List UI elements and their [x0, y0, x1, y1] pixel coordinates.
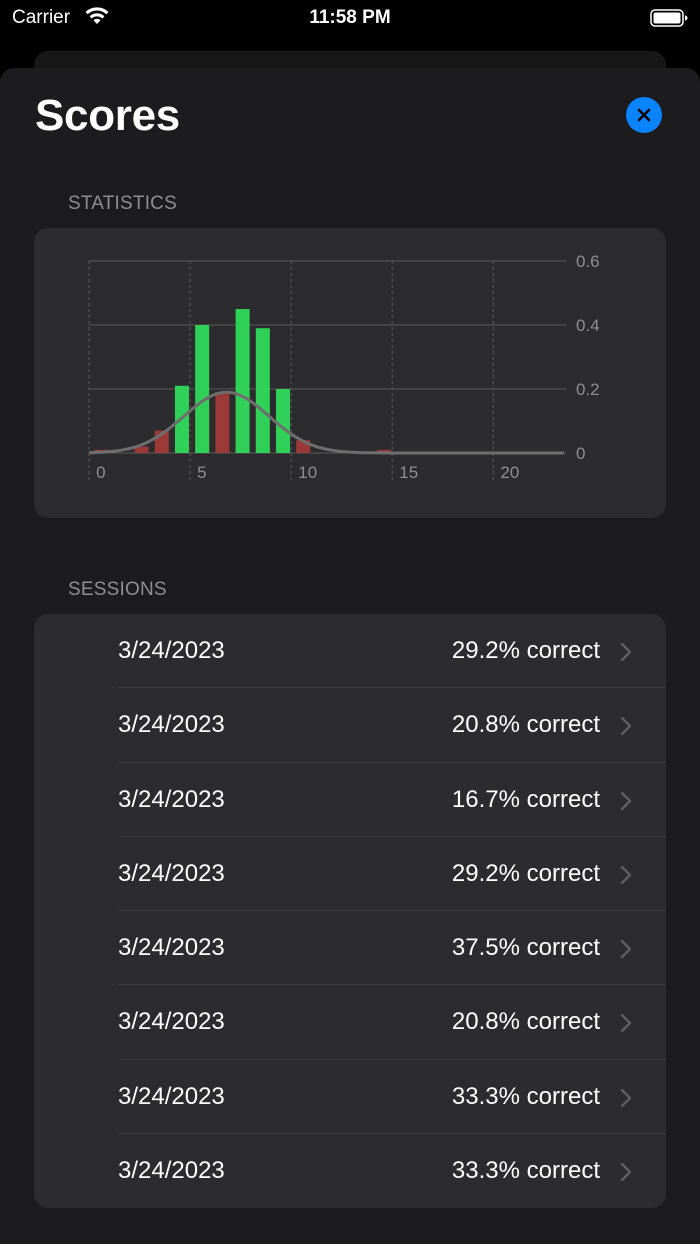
chevron-right-icon	[620, 642, 632, 662]
session-score: 20.8% correct	[451, 711, 600, 739]
statistics-card: 0 0.2 0.4 0.6 0 5 10 15 20	[34, 228, 666, 518]
row-divider	[118, 984, 666, 986]
row-divider	[118, 687, 666, 689]
session-row[interactable]: 3/24/2023 29.2% correct	[34, 837, 666, 911]
session-score: 33.3% correct	[451, 1156, 600, 1184]
session-row[interactable]: 3/24/2023 16.7% correct	[34, 763, 666, 837]
session-date: 3/24/2023	[118, 1082, 225, 1110]
sessions-list: 3/24/2023 29.2% correct 3/24/2023 20.8% cor…	[34, 614, 666, 1208]
clock: 11:58 PM	[309, 7, 391, 28]
session-score: 20.8% correct	[451, 1008, 600, 1036]
session-date: 3/24/2023	[118, 859, 225, 887]
session-date: 3/24/2023	[118, 1156, 225, 1184]
chart-bar	[235, 309, 250, 453]
session-date: 3/24/2023	[118, 637, 225, 664]
session-date: 3/24/2023	[118, 934, 225, 961]
session-row[interactable]: 3/24/2023 33.3% correct	[34, 1060, 666, 1134]
chart-bar	[195, 325, 210, 453]
chevron-right-icon	[620, 1014, 632, 1033]
x-tick-label: 5	[197, 463, 206, 482]
session-score: 29.2% correct	[451, 859, 600, 887]
x-tick-label: 10	[298, 463, 317, 482]
chevron-right-icon	[620, 1088, 632, 1107]
wifi-icon	[85, 7, 109, 24]
statistics-header: STATISTICS	[68, 193, 177, 214]
chart-bar	[134, 446, 149, 453]
row-divider	[118, 1132, 666, 1134]
session-date: 3/24/2023	[118, 785, 225, 813]
chevron-right-icon	[620, 717, 632, 736]
session-score: 29.2% correct	[451, 637, 600, 664]
chart-bar	[215, 392, 230, 453]
chevron-right-icon	[620, 791, 632, 810]
battery-icon	[650, 9, 688, 27]
x-tick-label: 20	[500, 463, 519, 482]
session-date: 3/24/2023	[118, 711, 225, 739]
chart-curve	[88, 390, 564, 455]
page-title: Scores	[35, 91, 180, 140]
session-score: 16.7% correct	[451, 785, 600, 813]
chevron-right-icon	[620, 939, 632, 959]
session-score: 33.3% correct	[451, 1082, 600, 1110]
xmark-icon	[637, 108, 651, 122]
chart-bar	[255, 328, 270, 453]
x-tick-label: 0	[96, 463, 105, 482]
row-divider	[118, 835, 666, 837]
chevron-right-icon	[620, 1162, 632, 1181]
y-tick-label: 0.6	[576, 252, 600, 271]
row-divider	[118, 761, 666, 763]
chevron-right-icon	[620, 865, 632, 884]
carrier-label: Carrier	[12, 7, 71, 28]
close-button[interactable]	[626, 97, 662, 133]
y-tick-label: 0	[576, 444, 585, 463]
y-tick-label: 0.2	[576, 380, 600, 399]
x-tick-label: 15	[399, 463, 418, 482]
statistics-chart: 0 0.2 0.4 0.6 0 5 10 15 20	[88, 252, 600, 482]
session-row[interactable]: 3/24/2023 29.2% correct	[34, 614, 666, 689]
row-divider	[118, 1058, 666, 1060]
session-score: 37.5% correct	[451, 934, 600, 961]
session-row[interactable]: 3/24/2023 20.8% correct	[34, 688, 666, 763]
chart-bar	[276, 389, 291, 453]
y-tick-label: 0.4	[576, 316, 600, 335]
row-divider	[118, 910, 666, 911]
session-row[interactable]: 3/24/2023 33.3% correct	[34, 1134, 666, 1208]
sessions-header: SESSIONS	[68, 579, 167, 600]
status-bar: Carrier 11:58 PM	[0, 0, 700, 40]
session-row[interactable]: 3/24/2023 20.8% correct	[34, 985, 666, 1060]
session-date: 3/24/2023	[118, 1008, 225, 1036]
session-row[interactable]: 3/24/2023 37.5% correct	[34, 911, 666, 986]
